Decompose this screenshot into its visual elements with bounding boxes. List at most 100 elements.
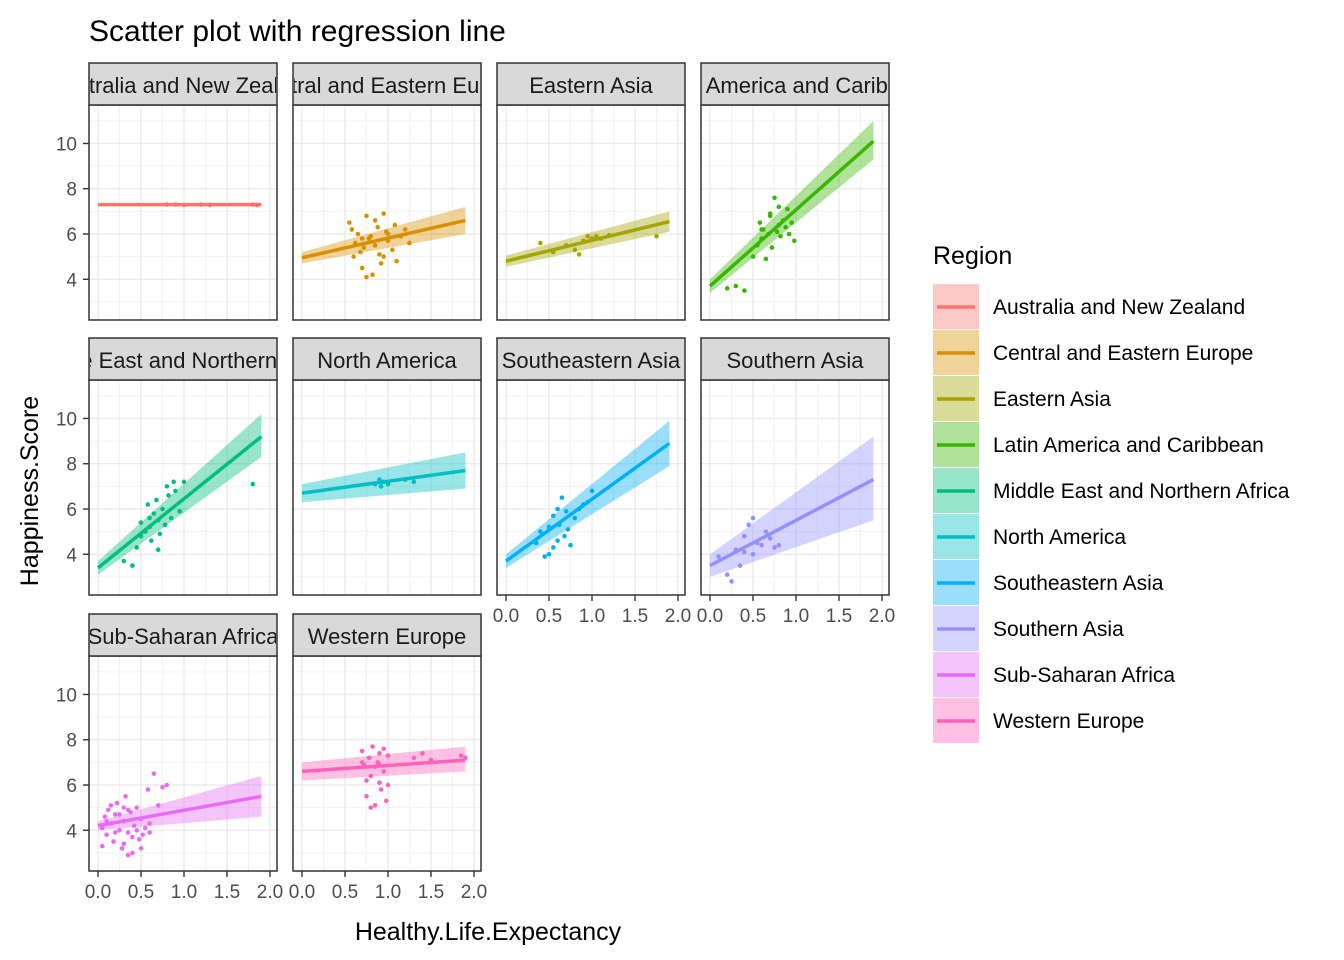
data-point bbox=[359, 760, 365, 765]
data-point bbox=[108, 803, 114, 808]
data-point bbox=[568, 542, 573, 548]
data-point bbox=[778, 233, 783, 239]
facet-panel: Central and Eastern Europe bbox=[292, 62, 482, 321]
data-point bbox=[776, 542, 782, 548]
data-point bbox=[378, 787, 384, 792]
data-point bbox=[155, 803, 161, 808]
data-point bbox=[168, 515, 174, 521]
x-tick-label: 0.0 bbox=[85, 882, 111, 903]
regression-line bbox=[708, 139, 875, 288]
panel-data bbox=[97, 771, 262, 858]
data-point bbox=[394, 258, 399, 264]
data-point bbox=[140, 832, 146, 838]
data-point bbox=[769, 245, 775, 250]
x-tick-label: 1.0 bbox=[579, 606, 605, 627]
legend-item: Latin America and Caribbean bbox=[933, 422, 1264, 467]
x-tick-label: 1.0 bbox=[375, 882, 401, 903]
data-point bbox=[377, 751, 382, 756]
data-point bbox=[136, 837, 142, 842]
data-point bbox=[131, 823, 137, 829]
confidence-band bbox=[302, 452, 466, 503]
data-point bbox=[166, 493, 171, 498]
data-point bbox=[364, 778, 369, 783]
data-point bbox=[377, 780, 382, 786]
facet-strip-label: Southeastern Asia bbox=[502, 348, 681, 373]
y-tick-label: 6 bbox=[66, 225, 77, 246]
data-point bbox=[383, 798, 389, 804]
facet-strip-label: Western Europe bbox=[308, 624, 467, 649]
x-axis-title: Healthy.Life.Expectancy bbox=[355, 918, 622, 946]
data-point bbox=[106, 807, 111, 813]
data-point bbox=[130, 563, 135, 568]
data-point bbox=[164, 484, 170, 489]
data-point bbox=[177, 508, 182, 514]
data-point bbox=[138, 520, 144, 525]
confidence-band bbox=[302, 746, 466, 781]
panel-data bbox=[709, 436, 875, 584]
data-point bbox=[407, 240, 412, 246]
data-point bbox=[385, 782, 391, 788]
data-point bbox=[114, 800, 120, 806]
facet-strip bbox=[292, 62, 482, 106]
data-point bbox=[130, 850, 135, 856]
data-point bbox=[542, 554, 547, 559]
data-point bbox=[585, 233, 590, 239]
x-tick-label: 0.5 bbox=[332, 882, 358, 903]
data-point bbox=[147, 830, 152, 835]
panel-background bbox=[497, 105, 685, 320]
facet-strip-label: Australia and New Zealand bbox=[51, 73, 315, 98]
data-point bbox=[145, 787, 151, 792]
facet-panel: Australia and New Zealand 4 6 8 10 bbox=[51, 62, 315, 321]
data-point bbox=[385, 753, 391, 758]
data-point bbox=[351, 254, 356, 259]
panel-data bbox=[505, 211, 670, 267]
legend-item: Western Europe bbox=[933, 698, 1144, 743]
data-point bbox=[125, 852, 131, 858]
data-point bbox=[392, 222, 398, 228]
facet-strip-label: North America bbox=[317, 348, 457, 373]
panel-data bbox=[708, 120, 875, 293]
data-point bbox=[538, 529, 543, 534]
data-point bbox=[791, 238, 797, 244]
data-point bbox=[750, 551, 756, 557]
y-tick-label: 10 bbox=[56, 685, 77, 706]
y-tick-label: 4 bbox=[66, 821, 77, 842]
data-point bbox=[774, 229, 780, 235]
data-point bbox=[147, 821, 152, 826]
data-point bbox=[160, 784, 165, 790]
data-point bbox=[104, 832, 109, 838]
data-point bbox=[130, 834, 135, 840]
panel-data bbox=[301, 452, 466, 503]
data-point bbox=[364, 213, 369, 219]
data-point bbox=[772, 195, 777, 201]
legend-label: Southern Asia bbox=[993, 618, 1124, 641]
facet-strip-label: Middle East and Northern Africa bbox=[28, 348, 339, 373]
data-point bbox=[364, 794, 369, 799]
facet-strip bbox=[700, 62, 890, 106]
legend-title: Region bbox=[933, 242, 1012, 270]
data-point bbox=[390, 247, 395, 253]
data-point bbox=[173, 488, 178, 494]
legend-item: Sub-Saharan Africa bbox=[933, 652, 1175, 697]
data-point bbox=[125, 830, 131, 835]
x-tick-label: 0.5 bbox=[128, 882, 154, 903]
x-tick-label: 0.5 bbox=[740, 606, 766, 627]
panel-background bbox=[89, 656, 277, 871]
data-point bbox=[767, 536, 773, 541]
data-point bbox=[559, 495, 565, 500]
data-point bbox=[378, 484, 384, 489]
data-point bbox=[759, 542, 764, 548]
data-point bbox=[538, 240, 543, 246]
data-point bbox=[402, 227, 408, 232]
data-point bbox=[555, 538, 560, 543]
data-point bbox=[562, 533, 567, 539]
data-point bbox=[121, 841, 127, 847]
y-tick-label: 4 bbox=[66, 270, 77, 291]
y-tick-label: 4 bbox=[66, 545, 77, 566]
data-point bbox=[157, 531, 163, 537]
x-tick-label: 1.5 bbox=[622, 606, 648, 627]
facet-strip bbox=[88, 613, 278, 657]
facet-strip bbox=[496, 62, 686, 106]
data-point bbox=[154, 497, 159, 503]
